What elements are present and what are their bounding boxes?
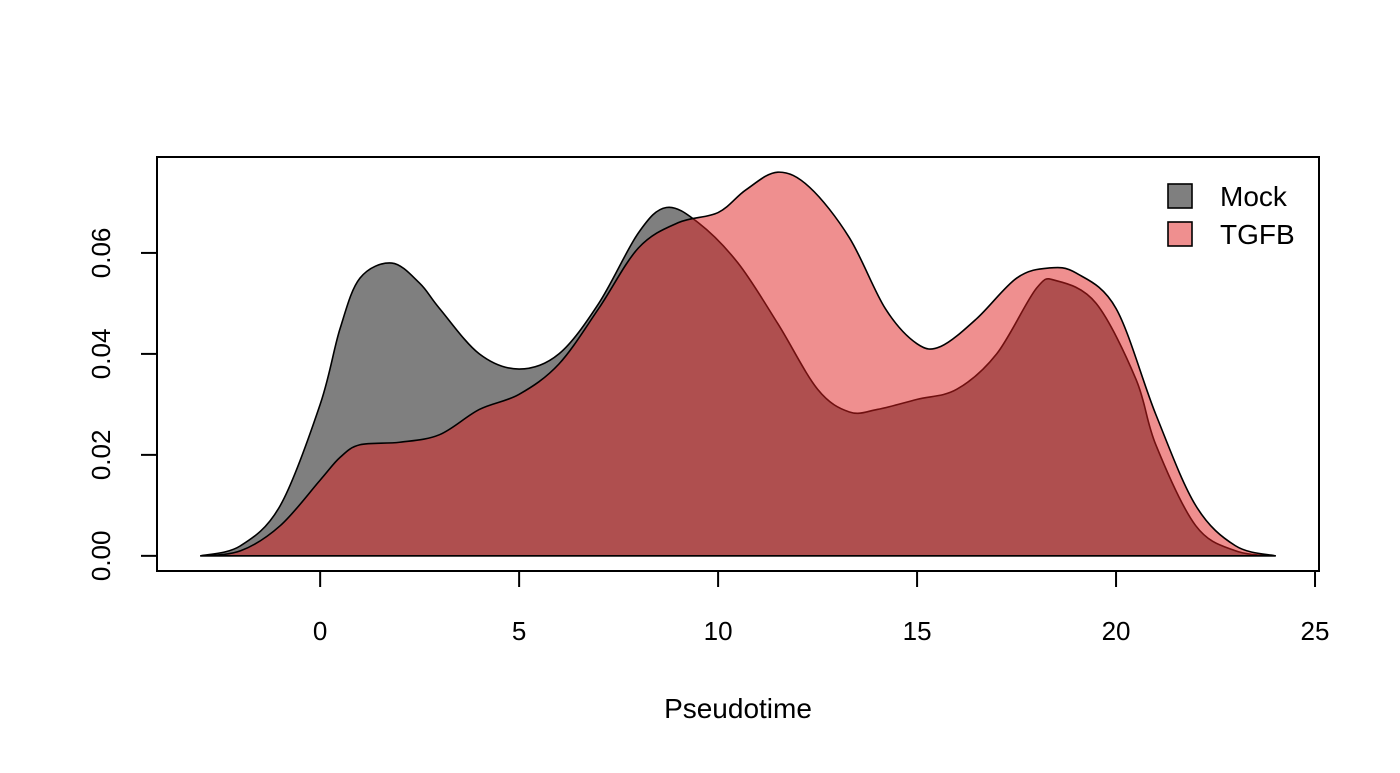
legend-swatch-tgfb: [1167, 221, 1193, 247]
x-axis-title: Pseudotime: [664, 693, 812, 724]
y-tick-label: 0.02: [86, 430, 116, 481]
x-tick-label: 0: [313, 616, 327, 646]
legend: Mock TGFB: [1167, 181, 1295, 250]
density-areas: [199, 171, 1277, 557]
legend-label-mock: Mock: [1220, 181, 1288, 212]
legend-label-tgfb: TGFB: [1220, 219, 1295, 250]
x-axis: 0 5 10 15 20 25: [313, 570, 1330, 646]
x-tick-label: 10: [704, 616, 733, 646]
y-axis: 0.00 0.02 0.04 0.06: [86, 228, 158, 582]
y-tick-label: 0.04: [86, 329, 116, 380]
y-tick-label: 0.06: [86, 228, 116, 279]
legend-swatch-mock: [1167, 183, 1193, 209]
x-tick-label: 25: [1301, 616, 1330, 646]
x-tick-label: 20: [1102, 616, 1131, 646]
density-area-tgfb: [199, 171, 1277, 557]
x-tick-label: 5: [512, 616, 526, 646]
y-tick-label: 0.00: [86, 531, 116, 582]
x-tick-label: 15: [903, 616, 932, 646]
